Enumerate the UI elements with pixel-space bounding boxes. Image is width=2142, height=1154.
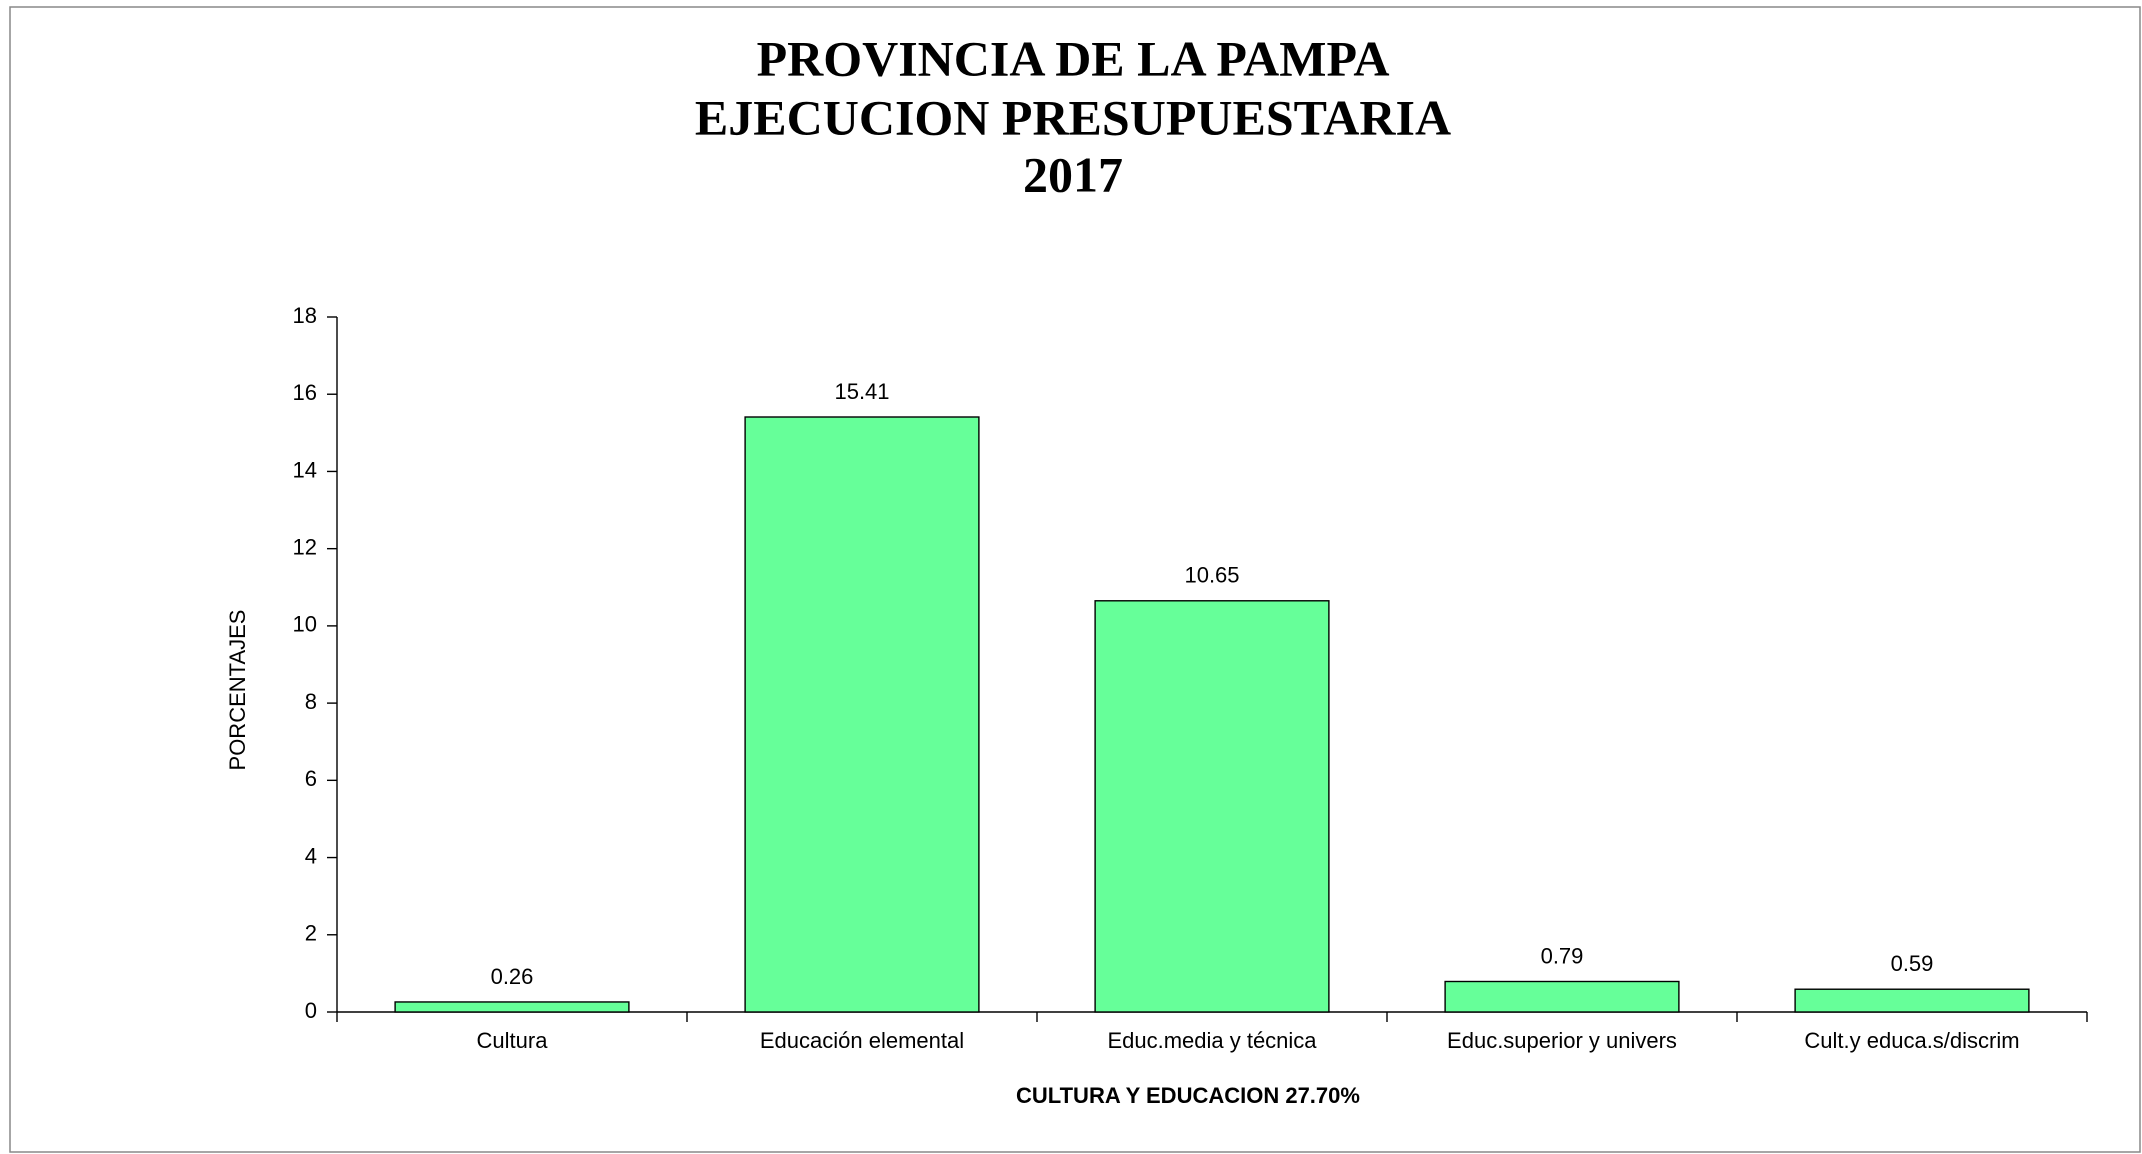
y-tick-label: 18 <box>293 303 317 328</box>
bar <box>744 416 980 1013</box>
bar <box>1794 988 2030 1013</box>
chart-title: 2017 <box>1023 146 1123 202</box>
y-tick-label: 16 <box>293 380 317 405</box>
chart-title: PROVINCIA DE LA PAMPA <box>757 30 1390 86</box>
x-tick-label: Educ.superior y univers <box>1447 1028 1677 1053</box>
y-tick-label: 4 <box>305 843 317 868</box>
y-tick-label: 12 <box>293 534 317 559</box>
data-label: 0.26 <box>491 964 534 989</box>
data-label: 0.59 <box>1891 951 1934 976</box>
bar <box>394 1001 630 1013</box>
chart-frame <box>9 6 2141 1153</box>
chart-title: EJECUCION PRESUPUESTARIA <box>695 89 1451 145</box>
x-tick-label: Educación elemental <box>760 1028 964 1053</box>
bar <box>1444 980 1680 1013</box>
y-tick-label: 8 <box>305 689 317 714</box>
data-label: 10.65 <box>1184 563 1239 588</box>
y-tick-label: 10 <box>293 612 317 637</box>
x-tick-label: Educ.media y técnica <box>1107 1028 1317 1053</box>
bar <box>1094 600 1330 1013</box>
x-tick-label: Cult.y educa.s/discrim <box>1804 1028 2019 1053</box>
y-axis-label: PORCENTAJES <box>225 610 250 771</box>
data-label: 0.79 <box>1541 943 1584 968</box>
x-axis-label: CULTURA Y EDUCACION 27.70% <box>1016 1083 1360 1108</box>
y-tick-label: 6 <box>305 766 317 791</box>
y-tick-label: 0 <box>305 998 317 1023</box>
x-tick-label: Cultura <box>477 1028 549 1053</box>
y-tick-label: 14 <box>293 457 317 482</box>
y-tick-label: 2 <box>305 921 317 946</box>
data-label: 15.41 <box>834 379 889 404</box>
